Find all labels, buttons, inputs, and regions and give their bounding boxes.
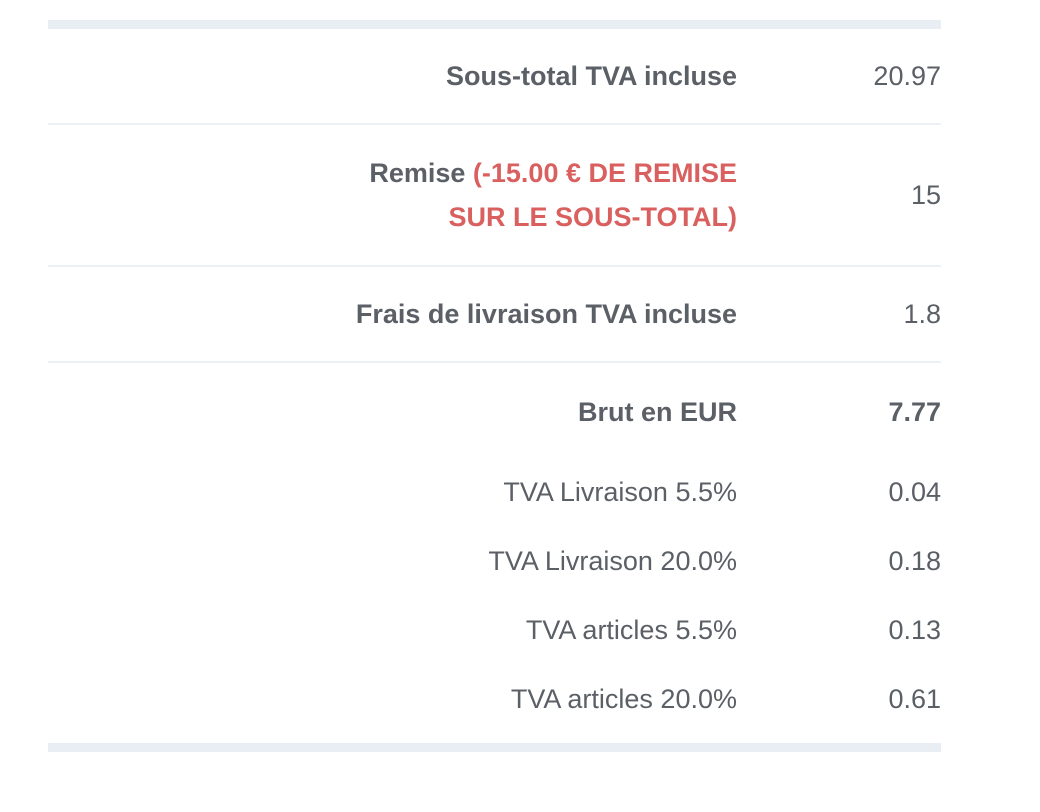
discount-note-line1: (-15.00 € DE REMISE: [472, 158, 737, 188]
discount-label: Remise: [369, 158, 466, 188]
gross-row: Brut en EUR 7.77: [48, 363, 941, 457]
discount-value: 15: [910, 180, 941, 210]
tax-value: 0.61: [888, 683, 941, 714]
shipping-label: Frais de livraison TVA incluse: [355, 299, 737, 329]
tax-value: 0.18: [888, 545, 941, 576]
tax-label: TVA articles 5.5%: [525, 614, 737, 645]
tax-value: 0.04: [888, 476, 941, 507]
summary-bottom-divider: [48, 743, 941, 752]
discount-row: Remise (-15.00 € DE REMISE SUR LE SOUS-T…: [48, 125, 941, 267]
gross-label: Brut en EUR: [577, 397, 737, 427]
tax-row: TVA Livraison 5.5% 0.04: [48, 457, 941, 526]
tax-row: TVA articles 20.0% 0.61: [48, 664, 941, 733]
tax-label: TVA Livraison 20.0%: [488, 545, 737, 576]
subtotal-label: Sous-total TVA incluse: [445, 61, 737, 91]
tax-label: TVA articles 20.0%: [510, 683, 737, 714]
gross-value: 7.77: [888, 397, 941, 427]
discount-note-line2: SUR LE SOUS-TOTAL): [448, 202, 738, 232]
shipping-row: Frais de livraison TVA incluse 1.8: [48, 267, 941, 363]
tax-value: 0.13: [888, 614, 941, 645]
subtotal-row: Sous-total TVA incluse 20.97: [48, 29, 941, 125]
shipping-value: 1.8: [903, 299, 941, 329]
order-summary: Sous-total TVA incluse 20.97 Remise (-15…: [48, 20, 941, 733]
tax-label: TVA Livraison 5.5%: [503, 476, 737, 507]
discount-label-block: Remise (-15.00 € DE REMISE SUR LE SOUS-T…: [48, 151, 737, 239]
subtotal-value: 20.97: [873, 61, 941, 91]
tax-row: TVA Livraison 20.0% 0.18: [48, 526, 941, 595]
summary-top-divider: [48, 20, 941, 29]
tax-row: TVA articles 5.5% 0.13: [48, 595, 941, 664]
